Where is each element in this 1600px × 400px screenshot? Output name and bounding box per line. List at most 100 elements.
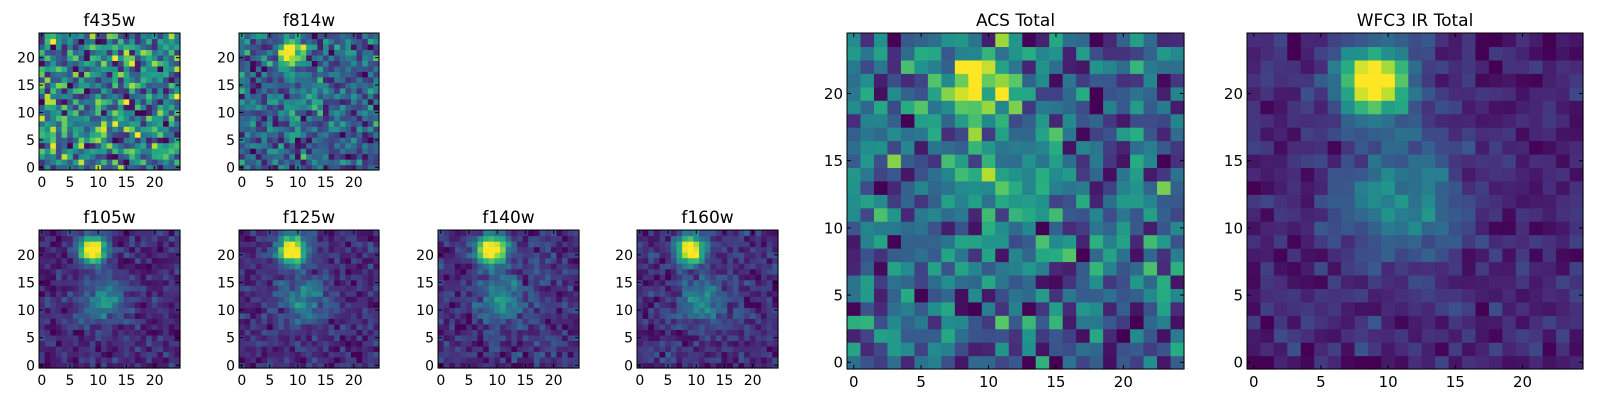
heatmap-cell	[95, 252, 102, 259]
heatmap-cell	[659, 307, 666, 314]
heatmap-cell	[339, 246, 346, 253]
heatmap-cell	[744, 356, 751, 364]
heatmap-cell	[129, 38, 136, 45]
heatmap-cell	[317, 159, 324, 166]
heatmap-cell	[1327, 167, 1342, 182]
heatmap-cell	[306, 54, 313, 61]
heatmap-cell	[334, 49, 341, 56]
heatmap-cell	[106, 98, 113, 105]
heatmap-cell	[573, 235, 580, 242]
heatmap-cell	[163, 307, 170, 314]
heatmap-cell	[704, 301, 711, 308]
heatmap-cell	[117, 362, 125, 369]
heatmap-cell	[163, 274, 170, 281]
heatmap-cell	[847, 301, 862, 316]
heatmap-cell	[244, 33, 251, 40]
heatmap-cell	[1076, 194, 1091, 209]
heatmap-cell	[140, 301, 147, 308]
heatmap-cell	[1421, 234, 1436, 249]
heatmap-cell	[95, 76, 102, 83]
heatmap-cell	[151, 54, 159, 61]
heatmap-cell	[345, 356, 352, 364]
heatmap-cell	[168, 115, 175, 122]
heatmap-cell	[267, 131, 274, 138]
heatmap-cell	[500, 334, 507, 341]
heatmap-cell	[244, 296, 251, 303]
heatmap-cell	[1247, 167, 1262, 182]
heatmap-cell	[174, 241, 181, 248]
heatmap-cell	[295, 279, 302, 286]
heatmap-cell	[272, 43, 279, 51]
heatmap-cell	[710, 296, 717, 303]
heatmap-cell	[1462, 180, 1477, 195]
heatmap-cell	[545, 312, 552, 319]
heatmap-cell	[755, 301, 762, 308]
heatmap-cell	[362, 290, 369, 297]
heatmap-cell	[704, 362, 711, 369]
heatmap-cell	[567, 252, 574, 259]
heatmap-cell	[89, 252, 96, 259]
heatmap-cell	[466, 246, 473, 253]
heatmap-cell	[1116, 355, 1131, 370]
heatmap-cell	[306, 230, 313, 237]
heatmap-cell	[727, 230, 734, 237]
y-tick-label: 20	[217, 51, 235, 67]
heatmap-cell	[573, 230, 580, 237]
heatmap-cell	[239, 296, 246, 303]
heatmap-cell	[766, 230, 773, 237]
heatmap-cell	[887, 207, 902, 222]
heatmap-cell	[494, 257, 501, 264]
heatmap-cell	[55, 43, 63, 51]
heatmap-cell	[239, 159, 246, 166]
heatmap-cell	[289, 43, 296, 51]
heatmap-cell	[1170, 194, 1185, 209]
heatmap-cell	[339, 98, 346, 105]
heatmap-cell	[766, 268, 773, 275]
heatmap-cell	[328, 230, 335, 237]
heatmap-cell	[981, 140, 996, 155]
heatmap-cell	[278, 109, 285, 116]
heatmap-cell	[334, 38, 341, 45]
heatmap-cell	[134, 345, 142, 353]
heatmap-cell	[710, 274, 717, 281]
heatmap-cell	[1300, 261, 1315, 276]
heatmap-cell	[106, 159, 113, 166]
heatmap-cell	[494, 318, 501, 325]
heatmap-cell	[454, 307, 462, 314]
heatmap-cell	[676, 329, 683, 336]
heatmap-cell	[941, 248, 956, 263]
heatmap-cell	[345, 142, 352, 149]
heatmap-cell	[528, 257, 535, 264]
heatmap-cell	[44, 159, 51, 166]
heatmap-cell	[494, 274, 501, 281]
heatmap-cell	[1462, 153, 1477, 168]
heatmap-cell	[995, 100, 1010, 115]
heatmap-cell	[112, 137, 119, 144]
heatmap-cell	[488, 351, 495, 358]
heatmap-cell	[1170, 328, 1185, 343]
heatmap-cell	[642, 340, 649, 347]
heatmap-cell	[749, 323, 757, 330]
heatmap-cell	[174, 104, 181, 111]
heatmap-cell	[311, 351, 318, 358]
heatmap-cell	[72, 274, 80, 281]
heatmap-cell	[567, 301, 574, 308]
heatmap-cell	[682, 290, 689, 297]
heatmap-cell	[653, 246, 661, 253]
heatmap-cell	[78, 318, 85, 325]
heatmap-cell	[261, 82, 268, 89]
heatmap-cell	[311, 159, 318, 166]
heatmap-cell	[239, 345, 246, 353]
heatmap-cell	[174, 246, 181, 253]
heatmap-cell	[39, 49, 46, 56]
heatmap-cell	[311, 54, 318, 61]
heatmap-cell	[50, 252, 57, 259]
heatmap-cell	[477, 268, 484, 275]
heatmap-cell	[367, 307, 374, 314]
heatmap-cell	[699, 323, 706, 330]
heatmap-cell	[351, 109, 358, 116]
heatmap-cell	[687, 252, 694, 259]
heatmap-cell	[693, 334, 700, 341]
heatmap-cell	[163, 252, 170, 259]
heatmap-cell	[887, 342, 902, 357]
